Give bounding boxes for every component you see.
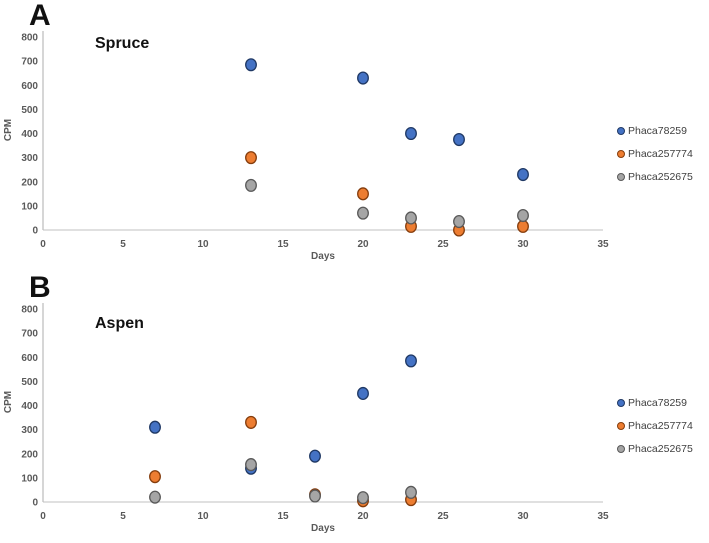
legend-entry: Phaca257774 bbox=[617, 414, 709, 437]
data-point-Phaca257774 bbox=[149, 470, 161, 484]
data-point-Phaca252675 bbox=[357, 206, 369, 220]
y-tick-label: 200 bbox=[21, 449, 38, 460]
x-tick-label: 15 bbox=[277, 511, 289, 522]
data-point-Phaca78259 bbox=[149, 420, 161, 434]
legend-aspen: Phaca78259 Phaca257774 Phaca252675 bbox=[617, 391, 709, 460]
data-point-Phaca252675 bbox=[309, 489, 321, 503]
y-tick-label: 700 bbox=[21, 329, 38, 340]
y-tick-label: 800 bbox=[21, 33, 38, 44]
x-tick-label: 15 bbox=[277, 239, 289, 250]
y-axis-title-cpm: CPM bbox=[3, 390, 14, 414]
panel-spruce: 0 100 200 300 400 500 600 700 800 0 5 10 15 20 25 30 35 … bbox=[0, 0, 709, 271]
legend-label: Phaca252675 bbox=[628, 170, 693, 183]
x-tick-label: 20 bbox=[357, 239, 369, 250]
y-tick-label: 400 bbox=[21, 129, 38, 140]
x-tick-label: 25 bbox=[437, 239, 449, 250]
data-point-Phaca78259 bbox=[405, 354, 417, 368]
legend-label: Phaca257774 bbox=[628, 419, 693, 432]
x-axis-title-days: Days bbox=[311, 523, 335, 534]
data-point-Phaca252675 bbox=[245, 458, 257, 472]
legend-label: Phaca78259 bbox=[628, 124, 687, 137]
legend-spruce: Phaca78259 Phaca257774 Phaca252675 bbox=[617, 119, 709, 188]
legend-entry: Phaca252675 bbox=[617, 165, 709, 188]
y-tick-label: 800 bbox=[21, 305, 38, 316]
legend-entry: Phaca78259 bbox=[617, 119, 709, 142]
x-tick-label: 30 bbox=[517, 511, 529, 522]
data-point-Phaca252675 bbox=[245, 178, 257, 192]
y-tick-label: 600 bbox=[21, 81, 38, 92]
legend-marker-icon bbox=[617, 149, 625, 158]
x-tick-label: 10 bbox=[197, 511, 209, 522]
x-tick-label: 25 bbox=[437, 511, 449, 522]
y-tick-label: 100 bbox=[21, 201, 38, 212]
data-point-Phaca78259 bbox=[517, 167, 529, 182]
chart-title-aspen: Aspen bbox=[95, 315, 144, 332]
data-point-Phaca252675 bbox=[405, 211, 417, 225]
spruce-scatter-plot: 0 100 200 300 400 500 600 700 800 0 5 10 15 20 25 30 35 bbox=[21, 31, 609, 250]
data-point-Phaca252675 bbox=[149, 490, 161, 504]
data-point-Phaca78259 bbox=[309, 449, 321, 463]
data-point-Phaca78259 bbox=[453, 132, 465, 147]
y-axis-title-cpm: CPM bbox=[3, 118, 14, 142]
legend-label: Phaca252675 bbox=[628, 442, 693, 455]
legend-label: Phaca257774 bbox=[628, 147, 693, 160]
data-point-Phaca252675 bbox=[405, 485, 417, 499]
legend-label: Phaca78259 bbox=[628, 396, 687, 409]
y-tick-label: 700 bbox=[21, 57, 38, 68]
data-point-Phaca257774 bbox=[517, 219, 529, 233]
x-axis-title-days: Days bbox=[311, 251, 335, 262]
y-tick-label: 300 bbox=[21, 153, 38, 164]
data-point-Phaca257774 bbox=[245, 151, 257, 165]
data-point-Phaca257774 bbox=[245, 415, 257, 429]
aspen-scatter-plot: 0 100 200 300 400 500 600 700 800 0 5 10 15 20 25 30 35 bbox=[21, 303, 609, 522]
data-point-Phaca252675 bbox=[357, 491, 369, 505]
x-tick-label: 0 bbox=[40, 239, 46, 250]
x-tick-label: 5 bbox=[120, 511, 126, 522]
legend-entry: Phaca252675 bbox=[617, 437, 709, 460]
legend-marker-icon bbox=[617, 172, 625, 181]
data-point-Phaca78259 bbox=[405, 126, 417, 141]
y-tick-label: 0 bbox=[32, 498, 38, 509]
panel-letter-a: A bbox=[29, 0, 51, 32]
y-tick-label: 0 bbox=[32, 226, 38, 237]
chart-title-spruce: Spruce bbox=[95, 35, 150, 52]
legend-marker-icon bbox=[617, 444, 625, 453]
y-tick-label: 100 bbox=[21, 473, 38, 484]
data-point-Phaca78259 bbox=[357, 386, 369, 400]
y-tick-label: 200 bbox=[21, 177, 38, 188]
data-point-Phaca252675 bbox=[453, 215, 465, 229]
x-tick-label: 5 bbox=[120, 239, 126, 250]
panel-letter-b: B bbox=[29, 271, 51, 304]
x-tick-label: 0 bbox=[40, 511, 46, 522]
y-tick-label: 600 bbox=[21, 353, 38, 364]
x-tick-label: 10 bbox=[197, 239, 209, 250]
legend-marker-icon bbox=[617, 398, 625, 407]
data-point-Phaca252675 bbox=[517, 208, 529, 223]
legend-marker-icon bbox=[617, 421, 625, 430]
data-point-Phaca78259 bbox=[245, 58, 257, 72]
x-tick-label: 30 bbox=[517, 239, 529, 250]
legend-entry: Phaca78259 bbox=[617, 391, 709, 414]
x-tick-label: 20 bbox=[357, 511, 369, 522]
data-point-Phaca257774 bbox=[357, 187, 369, 201]
x-tick-label: 35 bbox=[597, 239, 609, 250]
y-tick-label: 300 bbox=[21, 425, 38, 436]
y-tick-label: 500 bbox=[21, 105, 38, 116]
panel-aspen: 0 100 200 300 400 500 600 700 800 0 5 10 15 20 25 30 35 … bbox=[0, 272, 709, 543]
legend-marker-icon bbox=[617, 126, 625, 135]
x-tick-label: 35 bbox=[597, 511, 609, 522]
y-tick-label: 500 bbox=[21, 377, 38, 388]
y-tick-label: 400 bbox=[21, 401, 38, 412]
data-point-Phaca78259 bbox=[357, 71, 369, 85]
legend-entry: Phaca257774 bbox=[617, 142, 709, 165]
